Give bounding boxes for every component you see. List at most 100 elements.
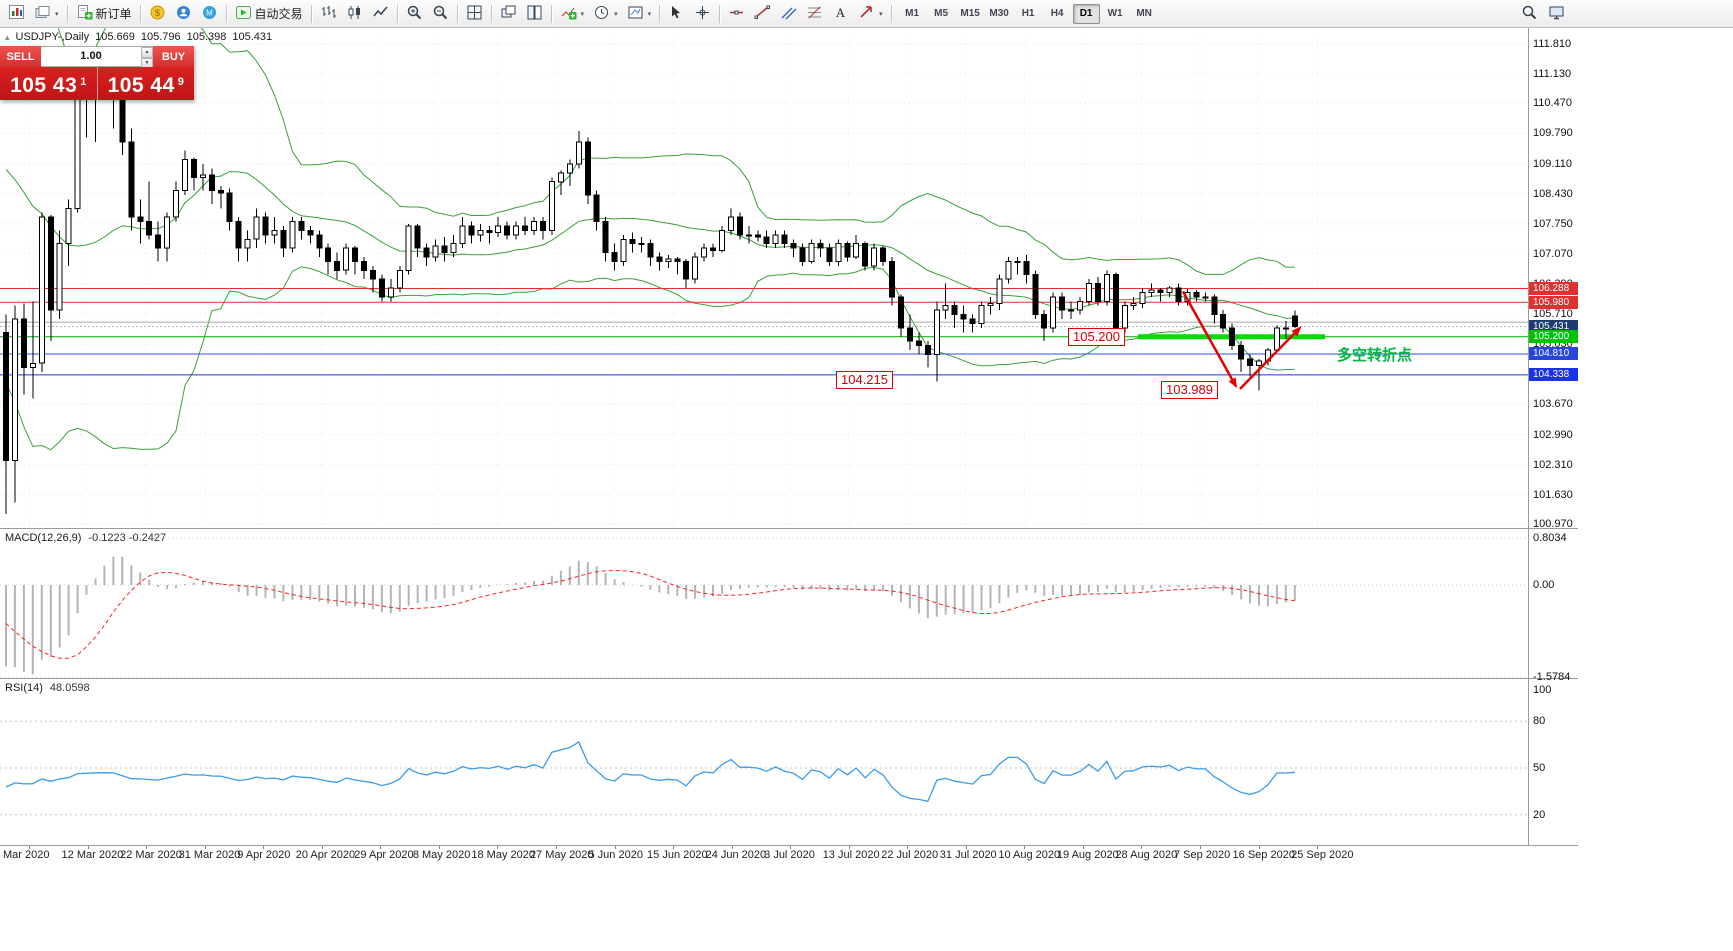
date-label: 31 Jul 2020	[939, 849, 997, 861]
date-tick	[438, 846, 440, 849]
new-order-button[interactable]: 新订单	[72, 2, 136, 25]
timeframe-m30[interactable]: M30	[986, 4, 1013, 24]
cascade-windows-button[interactable]	[496, 2, 521, 25]
new-chart-button[interactable]	[4, 2, 29, 25]
community-button[interactable]	[171, 2, 196, 25]
new-chart-icon	[8, 4, 25, 24]
date-label: 5 Jun 2020	[588, 849, 643, 861]
zoom-out-button[interactable]	[428, 2, 453, 25]
scale-label: 110.470	[1533, 97, 1572, 110]
chart-window-button[interactable]	[1544, 2, 1569, 25]
scale-label: 0.8034	[1533, 532, 1567, 545]
sell-price-value: 105 43	[10, 74, 78, 97]
zoom-out-icon	[432, 4, 449, 24]
date-tick	[1200, 846, 1201, 849]
horizontal-line-tool-button[interactable]	[724, 2, 749, 25]
scale-label: 101.630	[1533, 488, 1573, 501]
timeframe-d1[interactable]: D1	[1072, 3, 1100, 24]
date-tick	[1258, 846, 1260, 849]
timeframe-h1[interactable]: H1	[1015, 4, 1042, 24]
crosshair-button[interactable]	[690, 2, 715, 25]
price-tag-104.338: 104.338	[1529, 368, 1578, 382]
zoom-in-icon	[406, 4, 423, 24]
panel-separator[interactable]	[0, 528, 1578, 529]
date-label: 22 Mar 2020	[120, 849, 182, 861]
volume-arrows: ▲ ▼	[141, 47, 153, 69]
date-tick	[555, 846, 557, 849]
date-tick	[907, 846, 909, 849]
date-tick	[614, 846, 616, 849]
scale-label: 0.00	[1533, 579, 1555, 591]
tile-windows-button[interactable]	[522, 2, 547, 25]
rsi-panel-canvas[interactable]	[0, 678, 1528, 845]
price-note-104215: 104.215	[836, 371, 893, 390]
date-label: 9 Apr 2020	[237, 849, 291, 861]
sell-price-display[interactable]: 105 43 1	[0, 67, 97, 100]
zoom-in-button[interactable]	[402, 2, 427, 25]
volume-increase-button[interactable]: ▲	[141, 47, 153, 58]
sell-button[interactable]: SELL	[0, 46, 41, 67]
arrows-tool-button[interactable]: ▾	[854, 2, 887, 25]
timeframe-mn[interactable]: MN	[1131, 4, 1158, 24]
person-icon	[175, 4, 192, 24]
date-label: 22 Jul 2020	[881, 849, 939, 861]
bar-chart-mode-button[interactable]	[316, 2, 341, 25]
toolbar-separator	[719, 4, 721, 23]
new-order-icon	[76, 4, 93, 24]
scale-label: 111.810	[1533, 38, 1572, 50]
templates-button[interactable]: ▾	[623, 2, 656, 25]
quotes-button[interactable]: $	[145, 2, 170, 25]
mql5-button[interactable]: M	[197, 2, 222, 25]
search-button[interactable]	[1517, 2, 1542, 25]
text-tool-button[interactable]: A	[828, 2, 853, 25]
panel-separator[interactable]	[0, 678, 1578, 679]
line-chart-mode-button[interactable]	[368, 2, 393, 25]
main-chart-canvas[interactable]	[0, 28, 1528, 528]
fibonacci-tool-button[interactable]	[802, 2, 827, 25]
auto-trading-button[interactable]: 自动交易	[231, 2, 307, 25]
chart-close-value: 105.431	[232, 31, 273, 43]
timeframe-m5[interactable]: M5	[928, 4, 955, 24]
macd-panel-canvas[interactable]	[0, 528, 1528, 678]
date-label: 20 Apr 2020	[295, 849, 356, 861]
volume-spinner[interactable]: 1.00 ▲ ▼	[41, 46, 153, 69]
scale-label: 109.790	[1533, 127, 1573, 140]
date-label: 18 May 2020	[471, 849, 535, 861]
toolbar-separator	[659, 4, 661, 23]
cursor-button[interactable]	[664, 2, 689, 25]
periods-button[interactable]: ▾	[589, 2, 622, 25]
date-tick	[497, 846, 499, 849]
buy-button[interactable]: BUY	[153, 46, 194, 67]
profiles-caret-icon: ▾	[55, 10, 59, 18]
profiles-button[interactable]: ▾	[30, 2, 63, 25]
toolbar-separator	[456, 4, 458, 23]
price-note-105200: 105.200	[1068, 327, 1125, 346]
toolbar-separator	[310, 4, 312, 23]
coin-icon: $	[149, 4, 166, 24]
timeframe-w1[interactable]: W1	[1102, 4, 1129, 24]
date-label: Mar 2020	[3, 849, 50, 861]
volume-value[interactable]: 1.00	[80, 50, 102, 62]
date-tick	[731, 846, 733, 849]
timeframe-m1[interactable]: M1	[899, 4, 926, 24]
date-label: 31 Mar 2020	[178, 849, 241, 861]
indicators-button[interactable]: ▾	[556, 2, 589, 25]
chart-open-value: 105.669	[95, 31, 135, 43]
date-label: 29 Apr 2020	[354, 849, 414, 861]
price-tag-105.200: 105.200	[1529, 330, 1578, 344]
arrow-tool-icon	[858, 4, 875, 24]
candlestick-mode-button[interactable]	[342, 2, 367, 25]
date-tick	[1024, 846, 1026, 849]
scale-label: 111.130	[1533, 68, 1572, 81]
date-axis[interactable]: Mar 2020 12 Mar 2020 22 Mar 2020 31 Mar 202…	[0, 846, 1580, 863]
date-tick	[848, 846, 850, 849]
trendline-tool-button[interactable]	[750, 2, 775, 25]
arrange-windows-button[interactable]	[462, 2, 487, 25]
play-icon	[235, 4, 252, 24]
timeframe-h4[interactable]: H4	[1044, 4, 1071, 24]
channel-tool-button[interactable]	[776, 2, 801, 25]
buy-price-display[interactable]: 105 44 9	[96, 67, 194, 100]
date-tick	[87, 846, 89, 849]
timeframe-m15[interactable]: M15	[957, 4, 984, 24]
clock-icon	[593, 4, 610, 24]
